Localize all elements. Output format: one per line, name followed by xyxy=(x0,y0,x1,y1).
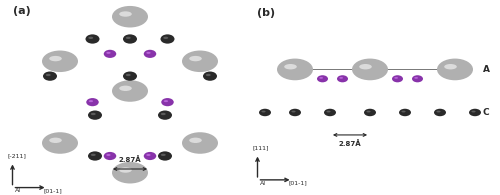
Text: (b): (b) xyxy=(258,8,276,18)
Ellipse shape xyxy=(112,6,148,27)
Text: A: A xyxy=(482,65,490,74)
Ellipse shape xyxy=(158,111,172,120)
Ellipse shape xyxy=(182,51,218,72)
Ellipse shape xyxy=(189,138,202,143)
Text: [111]: [111] xyxy=(252,145,269,150)
Ellipse shape xyxy=(402,111,406,113)
Ellipse shape xyxy=(89,100,93,102)
Ellipse shape xyxy=(119,86,132,91)
Ellipse shape xyxy=(364,109,376,116)
Ellipse shape xyxy=(88,37,93,39)
Ellipse shape xyxy=(112,162,148,183)
Ellipse shape xyxy=(399,109,411,116)
Ellipse shape xyxy=(86,98,99,106)
Ellipse shape xyxy=(160,34,174,44)
Ellipse shape xyxy=(42,51,78,72)
Ellipse shape xyxy=(43,72,57,81)
Ellipse shape xyxy=(104,50,116,58)
Text: [01-1]: [01-1] xyxy=(288,181,307,186)
Ellipse shape xyxy=(126,74,130,76)
Ellipse shape xyxy=(119,167,132,173)
Ellipse shape xyxy=(414,77,418,79)
Ellipse shape xyxy=(161,113,166,115)
Ellipse shape xyxy=(88,111,102,120)
Ellipse shape xyxy=(106,52,110,54)
Ellipse shape xyxy=(161,154,166,156)
Ellipse shape xyxy=(164,100,168,102)
Ellipse shape xyxy=(88,151,102,161)
Ellipse shape xyxy=(277,58,313,80)
Ellipse shape xyxy=(392,75,403,82)
Ellipse shape xyxy=(86,34,100,44)
Ellipse shape xyxy=(119,11,132,17)
Ellipse shape xyxy=(49,138,62,143)
Ellipse shape xyxy=(324,109,336,116)
Ellipse shape xyxy=(189,56,202,61)
Ellipse shape xyxy=(262,111,266,113)
Ellipse shape xyxy=(359,64,372,69)
Ellipse shape xyxy=(161,98,174,106)
Ellipse shape xyxy=(284,64,297,69)
Text: 2.87Å: 2.87Å xyxy=(338,141,361,147)
Ellipse shape xyxy=(146,154,150,156)
Ellipse shape xyxy=(366,111,370,113)
Ellipse shape xyxy=(49,56,62,61)
Text: [-211]: [-211] xyxy=(8,153,26,158)
Text: [01-1]: [01-1] xyxy=(43,189,62,193)
Ellipse shape xyxy=(436,111,440,113)
Ellipse shape xyxy=(182,132,218,154)
Ellipse shape xyxy=(394,77,398,79)
Ellipse shape xyxy=(42,132,78,154)
Ellipse shape xyxy=(339,77,343,79)
Ellipse shape xyxy=(104,152,116,160)
Ellipse shape xyxy=(123,34,137,44)
Ellipse shape xyxy=(444,64,457,69)
Ellipse shape xyxy=(259,109,271,116)
Text: Al: Al xyxy=(260,181,266,186)
Ellipse shape xyxy=(319,77,323,79)
Ellipse shape xyxy=(337,75,348,82)
Ellipse shape xyxy=(144,50,156,58)
Ellipse shape xyxy=(317,75,328,82)
Ellipse shape xyxy=(146,52,150,54)
Ellipse shape xyxy=(106,154,110,156)
Ellipse shape xyxy=(91,154,96,156)
Text: C: C xyxy=(482,108,489,117)
Ellipse shape xyxy=(289,109,301,116)
Ellipse shape xyxy=(203,72,217,81)
Ellipse shape xyxy=(46,74,50,76)
Ellipse shape xyxy=(412,75,423,82)
Text: Al: Al xyxy=(15,189,21,193)
Ellipse shape xyxy=(112,80,148,102)
Ellipse shape xyxy=(144,152,156,160)
Ellipse shape xyxy=(164,37,168,39)
Text: 2.87Å: 2.87Å xyxy=(118,157,142,163)
Ellipse shape xyxy=(434,109,446,116)
Ellipse shape xyxy=(352,58,388,80)
Ellipse shape xyxy=(126,37,130,39)
Ellipse shape xyxy=(326,111,330,113)
Ellipse shape xyxy=(206,74,210,76)
Ellipse shape xyxy=(472,111,476,113)
Ellipse shape xyxy=(437,58,473,80)
Text: (a): (a) xyxy=(12,6,30,16)
Ellipse shape xyxy=(292,111,296,113)
Ellipse shape xyxy=(158,151,172,161)
Ellipse shape xyxy=(123,72,137,81)
Ellipse shape xyxy=(469,109,481,116)
Ellipse shape xyxy=(91,113,96,115)
